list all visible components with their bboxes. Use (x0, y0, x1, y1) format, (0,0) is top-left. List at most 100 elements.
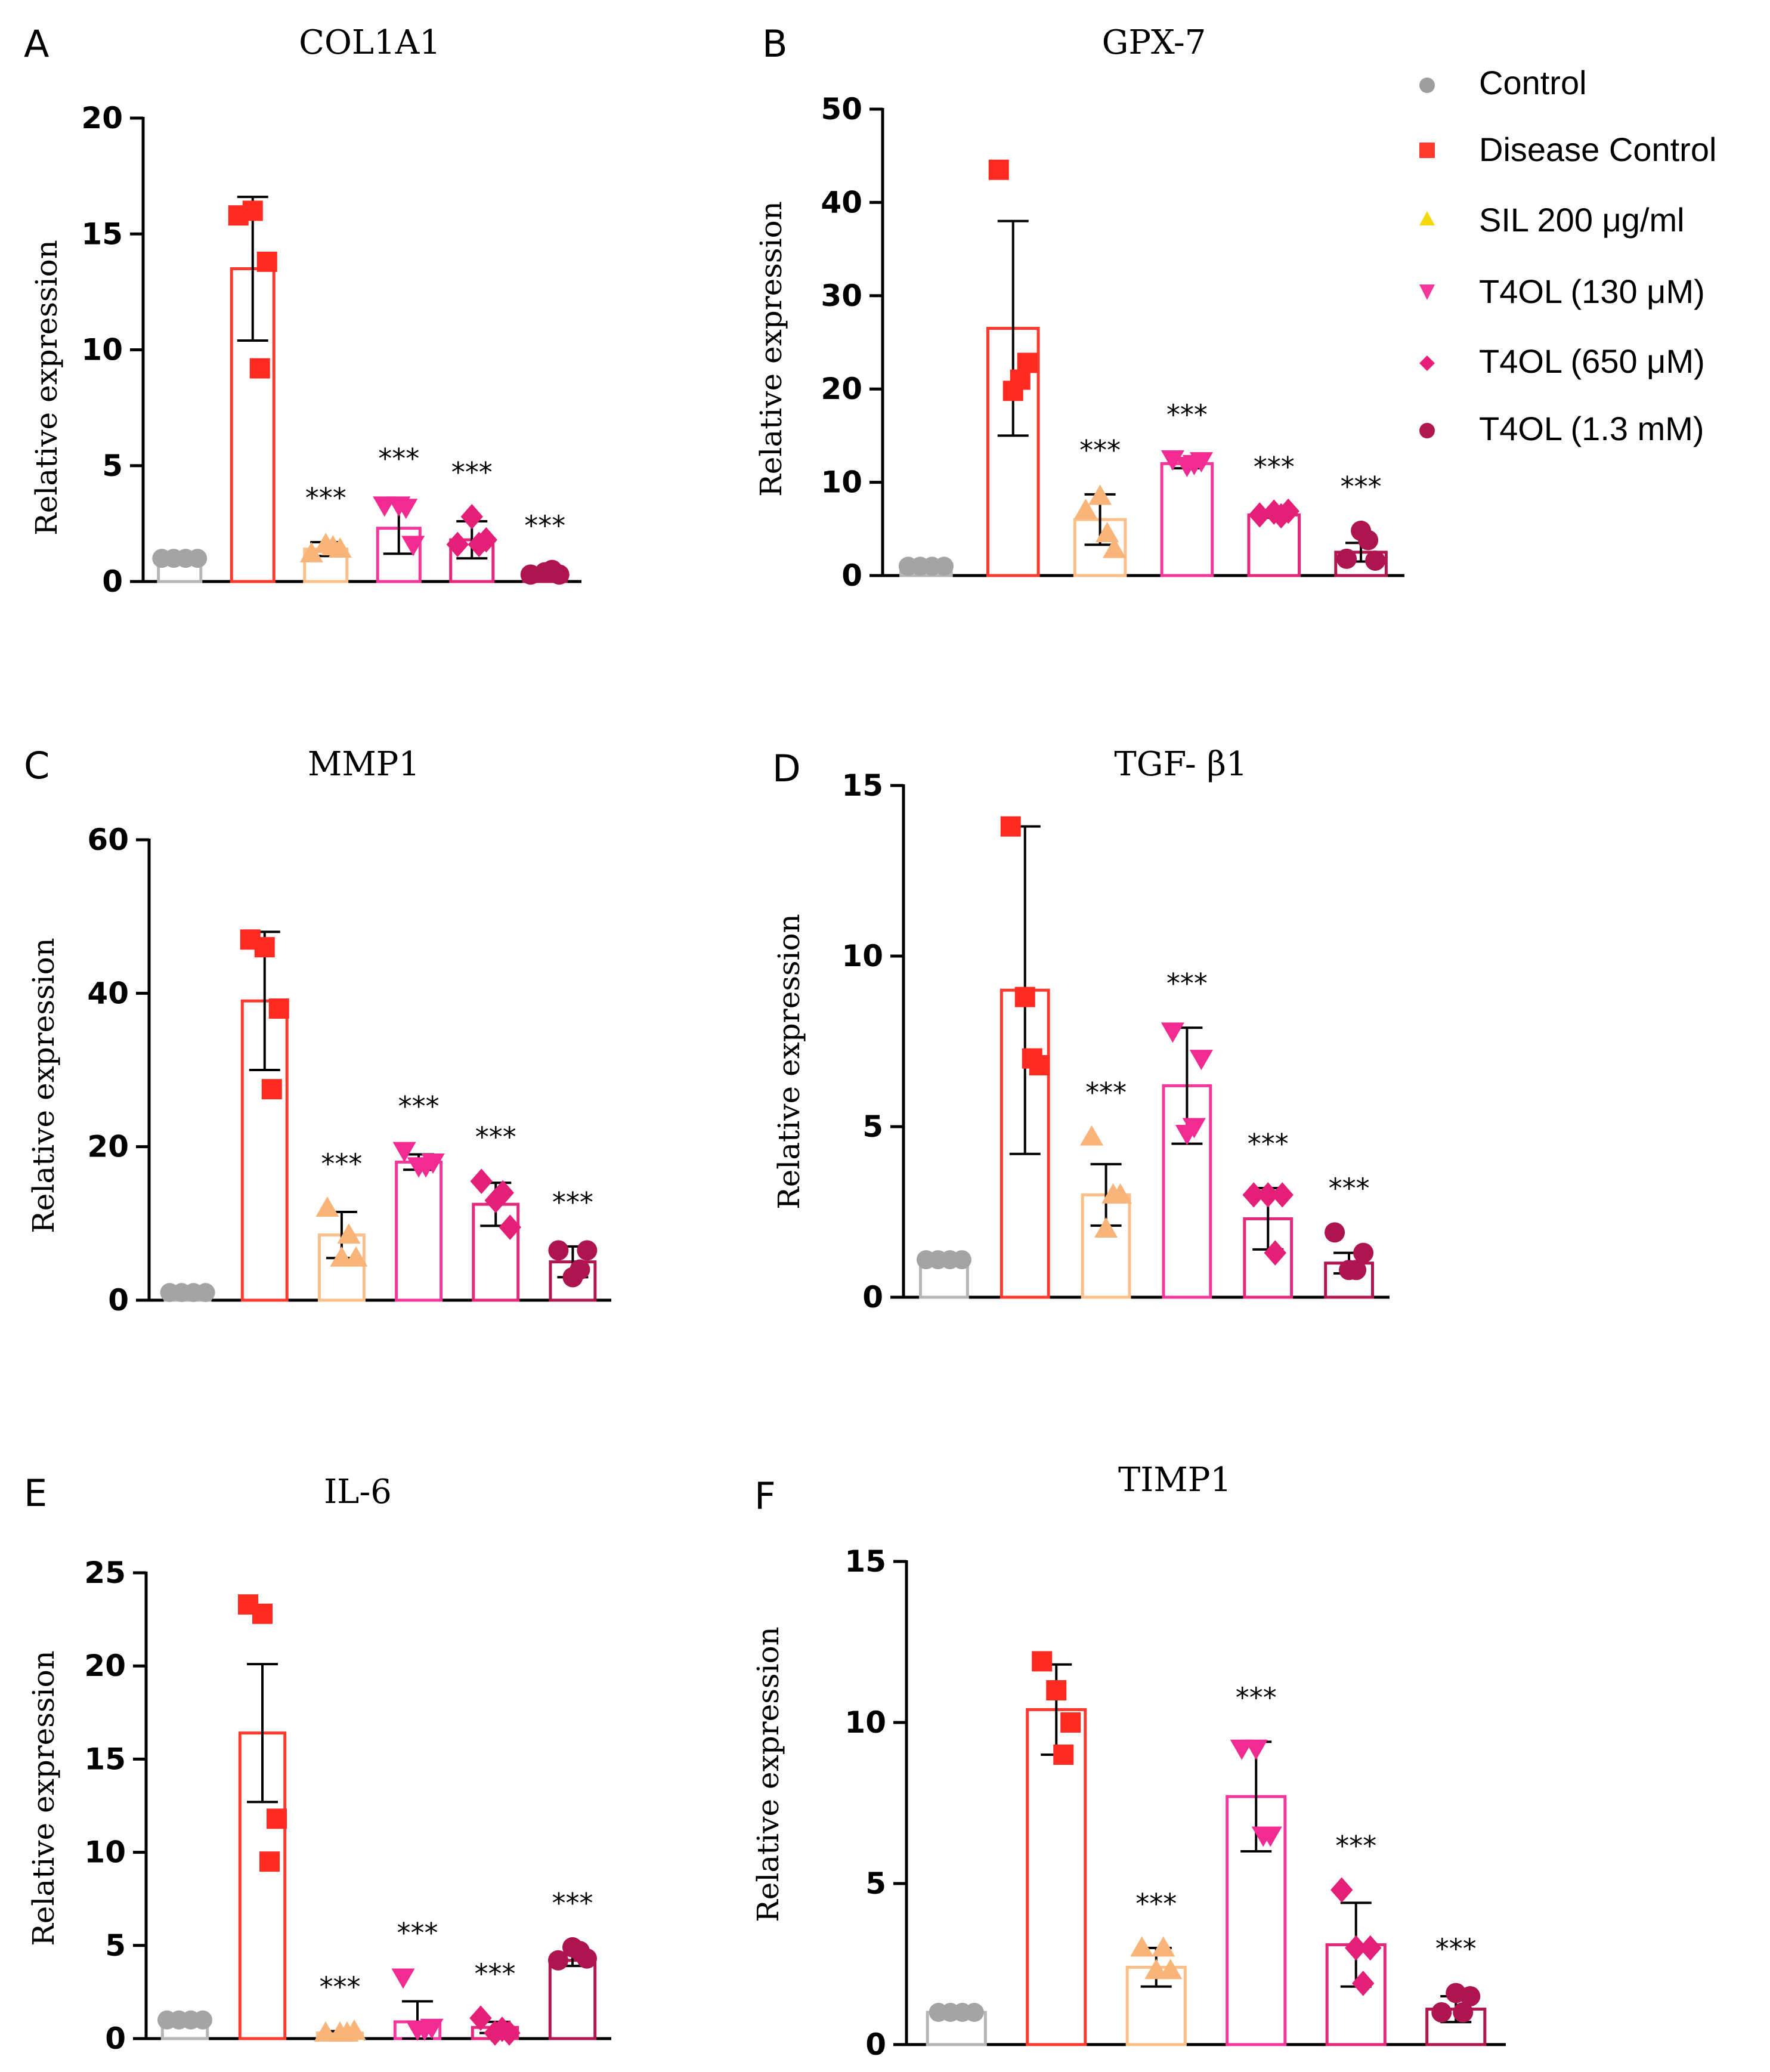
legend-label: SIL 200 μg/ml (1479, 201, 1685, 239)
chart-title: COL1A1 (299, 23, 441, 62)
panel-letter: F (754, 1474, 776, 1518)
panel-a: A COL1A1 Relative expression 0 5 10 15 20 ***… (24, 22, 581, 599)
panel-b: B GPX-7 Relative expression 0 10 20 30 40 50 *… (754, 22, 1404, 593)
data-point (259, 1851, 280, 1872)
data-point (401, 536, 425, 556)
significance-label: *** (320, 1971, 361, 2003)
data-point (413, 2020, 437, 2041)
y-tick-label: 60 (87, 822, 129, 857)
y-axis-label: Relative expression (29, 240, 64, 536)
y-tick-label: 5 (102, 449, 123, 483)
significance-label: *** (321, 1148, 362, 1180)
data-point (1248, 502, 1271, 528)
data-point (491, 1180, 514, 1206)
bar (395, 1160, 443, 1302)
significance-label: *** (1166, 399, 1208, 431)
y-tick-label: 30 (821, 279, 862, 313)
y-tick-label: 10 (844, 1705, 886, 1740)
data-point (1152, 1936, 1175, 1957)
y-axis-label: Relative expression (772, 914, 806, 1210)
data-point (1014, 986, 1035, 1007)
bar (1160, 462, 1214, 577)
data-point (1096, 522, 1119, 543)
data-point (1103, 537, 1127, 558)
data-point (392, 1142, 416, 1162)
significance-label: *** (398, 1090, 440, 1122)
y-tick-label: 5 (865, 1866, 886, 1901)
y-tick-label: 25 (84, 1555, 126, 1590)
data-point (1000, 816, 1021, 837)
significance-label: *** (1236, 1681, 1277, 1714)
significance-label: *** (552, 1186, 593, 1219)
data-point (268, 998, 289, 1019)
y-tick-label: 0 (102, 564, 123, 599)
significance-label: *** (1329, 1172, 1370, 1204)
y-tick-label: 0 (841, 558, 862, 593)
panel-letter: E (24, 1471, 47, 1515)
y-tick-label: 20 (821, 372, 862, 406)
y-tick-label: 0 (108, 1283, 129, 1318)
data-point (1074, 498, 1098, 519)
data-point (1345, 1935, 1367, 1961)
significance-label: *** (378, 443, 419, 475)
data-point (469, 2005, 492, 2031)
data-point (1159, 1959, 1183, 1980)
data-point (1182, 1118, 1206, 1139)
significance-label: *** (524, 510, 565, 542)
data-point (1080, 1125, 1104, 1146)
y-tick-label: 10 (821, 465, 862, 500)
data-point (570, 1259, 590, 1280)
panel-c: C MMP1 Relative expression 0 20 40 60 *** ***… (24, 744, 611, 1318)
panel-letter: C (24, 744, 49, 787)
y-tick-label: 20 (87, 1130, 129, 1164)
data-point (577, 1240, 598, 1261)
data-point (1032, 1651, 1053, 1672)
data-point (315, 1196, 339, 1217)
data-point (1460, 1986, 1481, 2006)
y-tick-label: 5 (862, 1109, 883, 1144)
data-point (1330, 1877, 1353, 1903)
data-point (1277, 498, 1299, 524)
y-tick-label: 0 (862, 1280, 883, 1315)
significance-label: *** (552, 1887, 593, 1919)
data-point (1242, 1182, 1265, 1208)
y-tick-label: 15 (841, 768, 883, 803)
y-tick-label: 40 (87, 976, 129, 1010)
significance-label: *** (475, 1121, 516, 1153)
legend-item: T4OL (130 μM) (1419, 273, 1705, 310)
data-point (1088, 484, 1112, 505)
significance-label: *** (1135, 1888, 1177, 1920)
data-point (394, 499, 418, 519)
y-tick-label: 15 (844, 1544, 886, 1579)
chart-title: IL-6 (324, 1473, 392, 1511)
data-point (1046, 1680, 1067, 1700)
data-point (1365, 550, 1386, 571)
data-point (256, 251, 277, 272)
panel-f: F TIMP1 Relative expression 0 5 10 15 *** ***… (751, 1461, 1506, 2062)
data-point (337, 1223, 361, 1244)
y-tick-label: 10 (841, 939, 883, 973)
significance-label: *** (1335, 1830, 1376, 1862)
data-point (242, 200, 263, 221)
data-point (1161, 1022, 1184, 1043)
legend-label: T4OL (130 μM) (1479, 273, 1705, 310)
panel-d: D TGF- β1 Relative expression 0 5 10 15 *** *… (772, 745, 1390, 1315)
data-point (1352, 1971, 1375, 1996)
y-axis-label: Relative expression (26, 1650, 61, 1946)
y-tick-label: 5 (105, 1928, 126, 1963)
y-tick-label: 0 (105, 2021, 126, 2056)
legend: Control Disease Control SIL 200 μg/ml T4… (1419, 64, 1716, 447)
data-point (299, 542, 323, 562)
data-point (1060, 1712, 1081, 1733)
y-tick-label: 40 (821, 185, 862, 219)
data-point (1264, 1240, 1286, 1266)
legend-label: T4OL (650 μM) (1479, 342, 1705, 380)
data-point (267, 1808, 287, 1829)
y-tick-label: 50 (821, 92, 862, 126)
legend-marker-diamond (1419, 355, 1435, 371)
legend-item: T4OL (1.3 mM) (1419, 410, 1704, 447)
data-point (1358, 530, 1379, 551)
legend-marker-square (1419, 143, 1435, 158)
chart-title: TIMP1 (1118, 1461, 1231, 1499)
data-point (1453, 2002, 1474, 2022)
